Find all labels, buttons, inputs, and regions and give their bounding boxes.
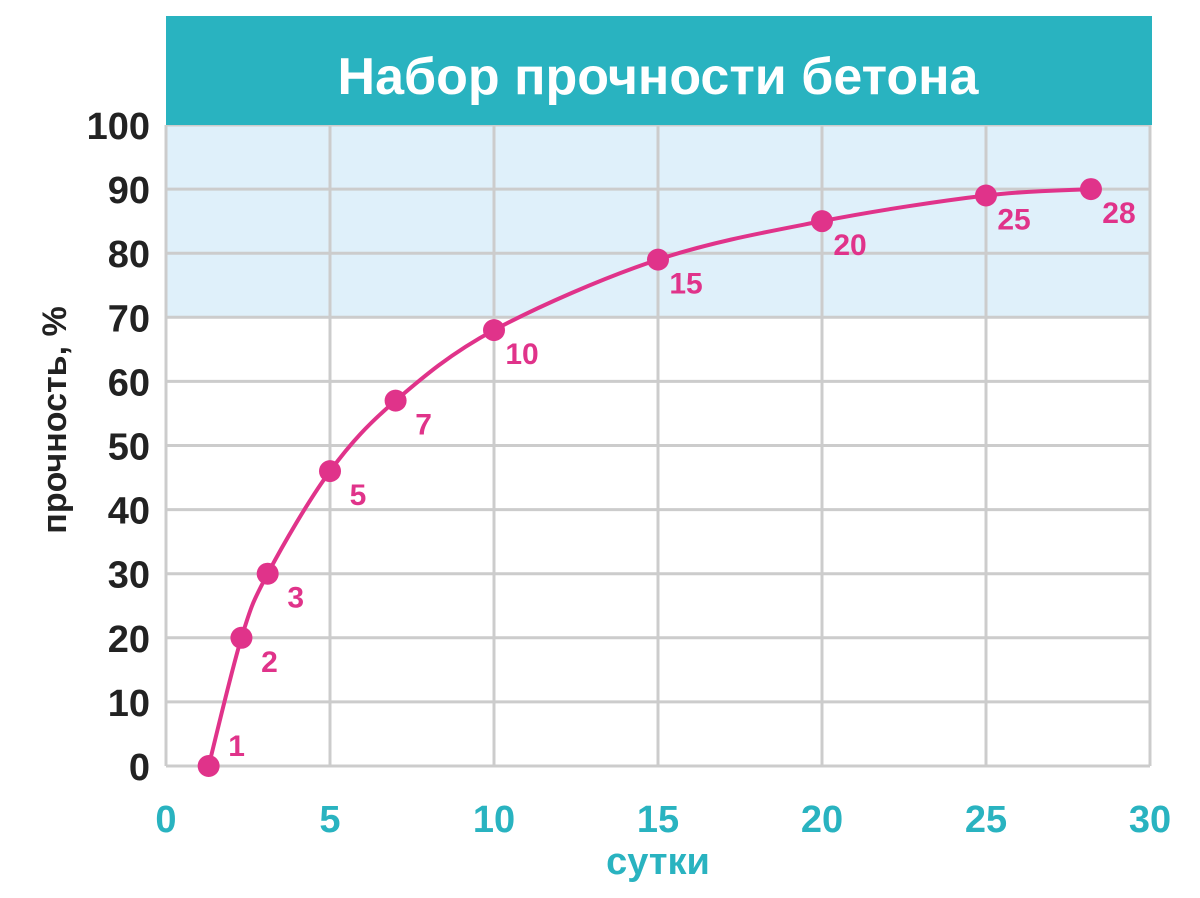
chart-title: Набор прочности бетона — [338, 48, 980, 106]
y-tick-label: 100 — [87, 106, 150, 148]
data-point-label: 1 — [228, 730, 245, 763]
x-axis-ticks: 0 5 10 15 20 25 30 — [155, 799, 1171, 841]
title-band — [166, 16, 1152, 125]
data-point — [483, 319, 505, 342]
y-axis-label: прочность, % — [36, 306, 74, 533]
data-point-label: 3 — [287, 582, 304, 615]
x-tick-label: 5 — [319, 799, 340, 841]
data-point — [975, 184, 997, 207]
y-axis-ticks: 0 10 20 30 40 50 60 70 80 90 100 — [87, 106, 150, 789]
data-point-label: 25 — [997, 204, 1030, 237]
data-point-label: 15 — [669, 268, 702, 301]
y-tick-label: 30 — [108, 555, 150, 597]
x-tick-label: 10 — [473, 799, 515, 841]
y-tick-label: 50 — [108, 427, 150, 469]
data-point-label: 2 — [261, 646, 278, 679]
data-points: 1 23 5 7 10 15 20 25 28 — [197, 178, 1136, 777]
y-tick-label: 90 — [108, 170, 150, 212]
strength-curve — [206, 187, 1092, 767]
y-tick-label: 60 — [108, 362, 150, 404]
data-point — [384, 389, 407, 412]
y-tick-label: 40 — [108, 491, 150, 533]
y-tick-label: 0 — [129, 747, 150, 789]
x-tick-label: 30 — [1129, 799, 1171, 841]
data-point — [319, 460, 341, 483]
x-tick-label: 0 — [155, 799, 176, 841]
data-point-label: 20 — [833, 229, 866, 262]
data-point — [1079, 178, 1102, 201]
data-point — [197, 755, 220, 777]
data-point-label: 7 — [415, 409, 432, 442]
y-tick-label: 10 — [108, 683, 150, 725]
y-tick-label: 20 — [108, 619, 150, 661]
x-tick-label: 15 — [637, 799, 679, 841]
x-tick-label: 25 — [965, 799, 1007, 841]
data-point — [230, 626, 253, 649]
x-axis-label: сутки — [606, 841, 710, 883]
data-point — [811, 210, 833, 233]
grid — [164, 123, 1152, 768]
data-point-label: 5 — [350, 479, 367, 512]
y-tick-label: 70 — [108, 298, 150, 340]
data-point — [256, 562, 279, 585]
x-tick-label: 20 — [801, 799, 843, 841]
data-point-label: 28 — [1102, 197, 1135, 230]
y-tick-label: 80 — [108, 234, 150, 276]
data-point — [647, 248, 669, 271]
data-point-label: 10 — [505, 338, 538, 371]
